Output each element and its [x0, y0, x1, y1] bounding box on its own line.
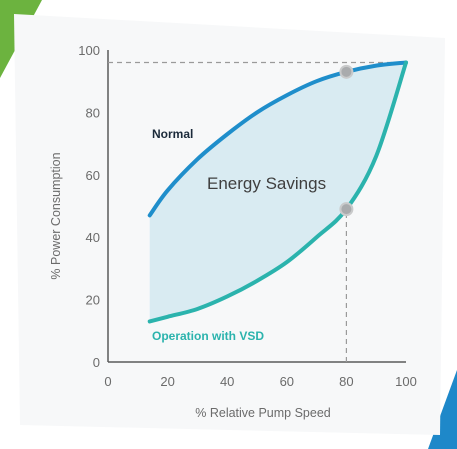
plot-area: 0 20 40 60 80 100 0 20 40 60 80 100 % Relative Pump …	[49, 43, 417, 420]
y-tick-label: 60	[86, 168, 100, 183]
energy-savings-label: Energy Savings	[207, 174, 326, 193]
x-tick-label: 80	[339, 374, 353, 389]
y-tick-label: 20	[86, 293, 100, 308]
series-line-normal	[147, 60, 408, 218]
energy-savings-region	[149, 62, 406, 322]
series-label-normal: Normal	[152, 127, 193, 141]
reference-point-2	[339, 202, 354, 217]
y-tick-label: 0	[93, 355, 100, 370]
x-tick-label: 60	[280, 374, 294, 389]
series-line-vsd	[147, 60, 408, 324]
y-axis-title: % Power Consumption	[49, 152, 63, 279]
x-tick-label: 40	[220, 374, 234, 389]
x-axis-title: % Relative Pump Speed	[195, 406, 331, 420]
x-tick-label: 20	[160, 374, 174, 389]
y-tick-label: 100	[78, 43, 100, 58]
y-tick-label: 40	[86, 230, 100, 245]
reference-point-1	[339, 64, 354, 79]
x-tick-label: 100	[395, 374, 417, 389]
x-tick-label: 0	[104, 374, 111, 389]
y-tick-label: 80	[86, 105, 100, 120]
series-label-vsd: Operation with VSD	[152, 329, 264, 343]
